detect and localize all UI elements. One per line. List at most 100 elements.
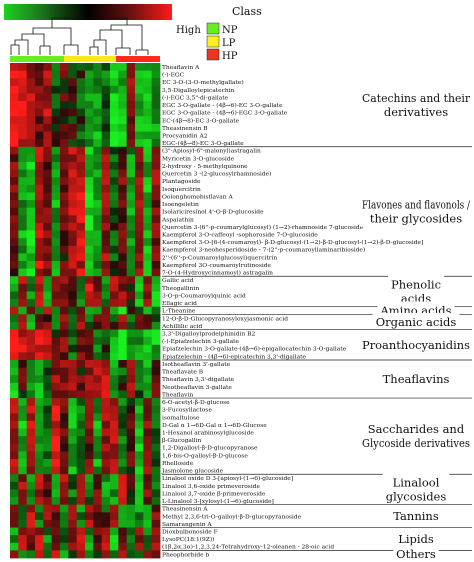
heatmap-cell (51, 451, 61, 460)
heatmap-cell (26, 207, 36, 216)
heatmap-cell (43, 291, 53, 300)
heatmap-cell (110, 306, 119, 315)
heatmap-cell (68, 398, 78, 407)
heatmap-cell (110, 207, 119, 216)
heatmap-cell (110, 93, 119, 102)
heatmap-cell (68, 466, 78, 475)
heatmap-cell (18, 329, 28, 338)
heatmap-cell (43, 207, 53, 216)
heatmap-cell (126, 116, 136, 125)
heatmap-cell (85, 116, 94, 125)
heatmap-cell (18, 177, 28, 186)
heatmap-cell (93, 101, 103, 110)
heatmap-cell (143, 192, 153, 201)
heatmap-cell (10, 382, 19, 391)
heatmap-cell (35, 268, 44, 277)
heatmap-cell (126, 466, 136, 475)
heatmap-cell (18, 261, 28, 270)
heatmap-cell (60, 299, 69, 308)
heatmap-cell (43, 497, 53, 506)
heatmap-cell (151, 337, 161, 346)
heatmap-cell (143, 466, 153, 475)
heatmap-cell (60, 474, 69, 483)
heatmap-cell (43, 93, 53, 102)
heatmap-cell (151, 200, 161, 209)
row-label: Neotheaflavin 3-gallate (162, 385, 232, 391)
heatmap-cell (60, 420, 69, 429)
heatmap-cell (110, 451, 119, 460)
heatmap-cell (18, 420, 28, 429)
heatmap-cell (85, 169, 94, 178)
heatmap-cell (110, 382, 119, 391)
heatmap-cell (35, 215, 44, 224)
heatmap-cell (93, 550, 103, 559)
heatmap-cell (110, 405, 119, 414)
heatmap-cell (85, 200, 94, 209)
heatmap-cell (85, 337, 94, 346)
row-label: Oolonghomobisflavan A (162, 194, 233, 200)
heatmap-cell (18, 443, 28, 452)
heatmap-cell (110, 123, 119, 132)
heatmap-cell (18, 253, 28, 262)
heatmap-cell (43, 428, 53, 437)
heatmap-cell (101, 177, 111, 186)
heatmap-cell (43, 177, 53, 186)
heatmap-cell (10, 116, 19, 125)
heatmap-cell (10, 428, 19, 437)
heatmap-cell (51, 382, 61, 391)
heatmap-cell (10, 245, 19, 254)
heatmap-cell (35, 466, 44, 475)
heatmap-cell (68, 443, 78, 452)
row-label: Myricetin 3-O-glucoside (162, 156, 235, 162)
heatmap-cell (18, 116, 28, 125)
heatmap-cell (26, 542, 36, 551)
heatmap-cell (51, 360, 61, 369)
heatmap-cell (85, 466, 94, 475)
heatmap-cell (101, 398, 111, 407)
heatmap-cell (93, 70, 103, 79)
heatmap-cell (18, 451, 28, 460)
heatmap-cell (76, 78, 86, 87)
heatmap-cell (35, 85, 44, 94)
heatmap-cell (68, 375, 78, 384)
heatmap-cell (76, 70, 86, 79)
row-label: Isotheaflavin 3'-gallate (162, 362, 231, 368)
heatmap-cell (126, 245, 136, 254)
heatmap-cell (60, 230, 69, 239)
heatmap-cell (51, 375, 61, 384)
heatmap-cell (126, 390, 136, 399)
heatmap-cell (26, 390, 36, 399)
heatmap-cell (143, 375, 153, 384)
heatmap-cell (93, 299, 103, 308)
heatmap-cell (126, 398, 136, 407)
heatmap-cell (135, 276, 144, 285)
heatmap-cell (68, 123, 78, 132)
heatmap-cell (68, 405, 78, 414)
heatmap-cell (68, 451, 78, 460)
heatmap-cell (135, 238, 144, 247)
heatmap-cell (10, 481, 19, 490)
heatmap-cell (143, 550, 153, 559)
row-label: Kaempferol 3O-coumaroylrutinoside (162, 263, 272, 269)
heatmap-cell (135, 154, 144, 163)
heatmap-cell (10, 329, 19, 338)
heatmap-cell (68, 261, 78, 270)
heatmap-cell (35, 360, 44, 369)
heatmap-cell (43, 519, 53, 528)
heatmap-cell (143, 443, 153, 452)
heatmap-cell (68, 101, 78, 110)
heatmap-cell (118, 413, 128, 422)
heatmap-cell (85, 261, 94, 270)
heatmap-cell (101, 162, 111, 171)
heatmap-cell (26, 375, 36, 384)
heatmap-cell (93, 268, 103, 277)
heatmap-cell (143, 344, 153, 353)
heatmap-cell (118, 436, 128, 445)
heatmap-cell (18, 390, 28, 399)
heatmap-cell (26, 268, 36, 277)
heatmap-cell (18, 146, 28, 155)
heatmap-cell (68, 337, 78, 346)
heatmap-cell (101, 306, 111, 315)
heatmap-cell (68, 131, 78, 140)
row-label: Aspalathin (161, 217, 194, 223)
